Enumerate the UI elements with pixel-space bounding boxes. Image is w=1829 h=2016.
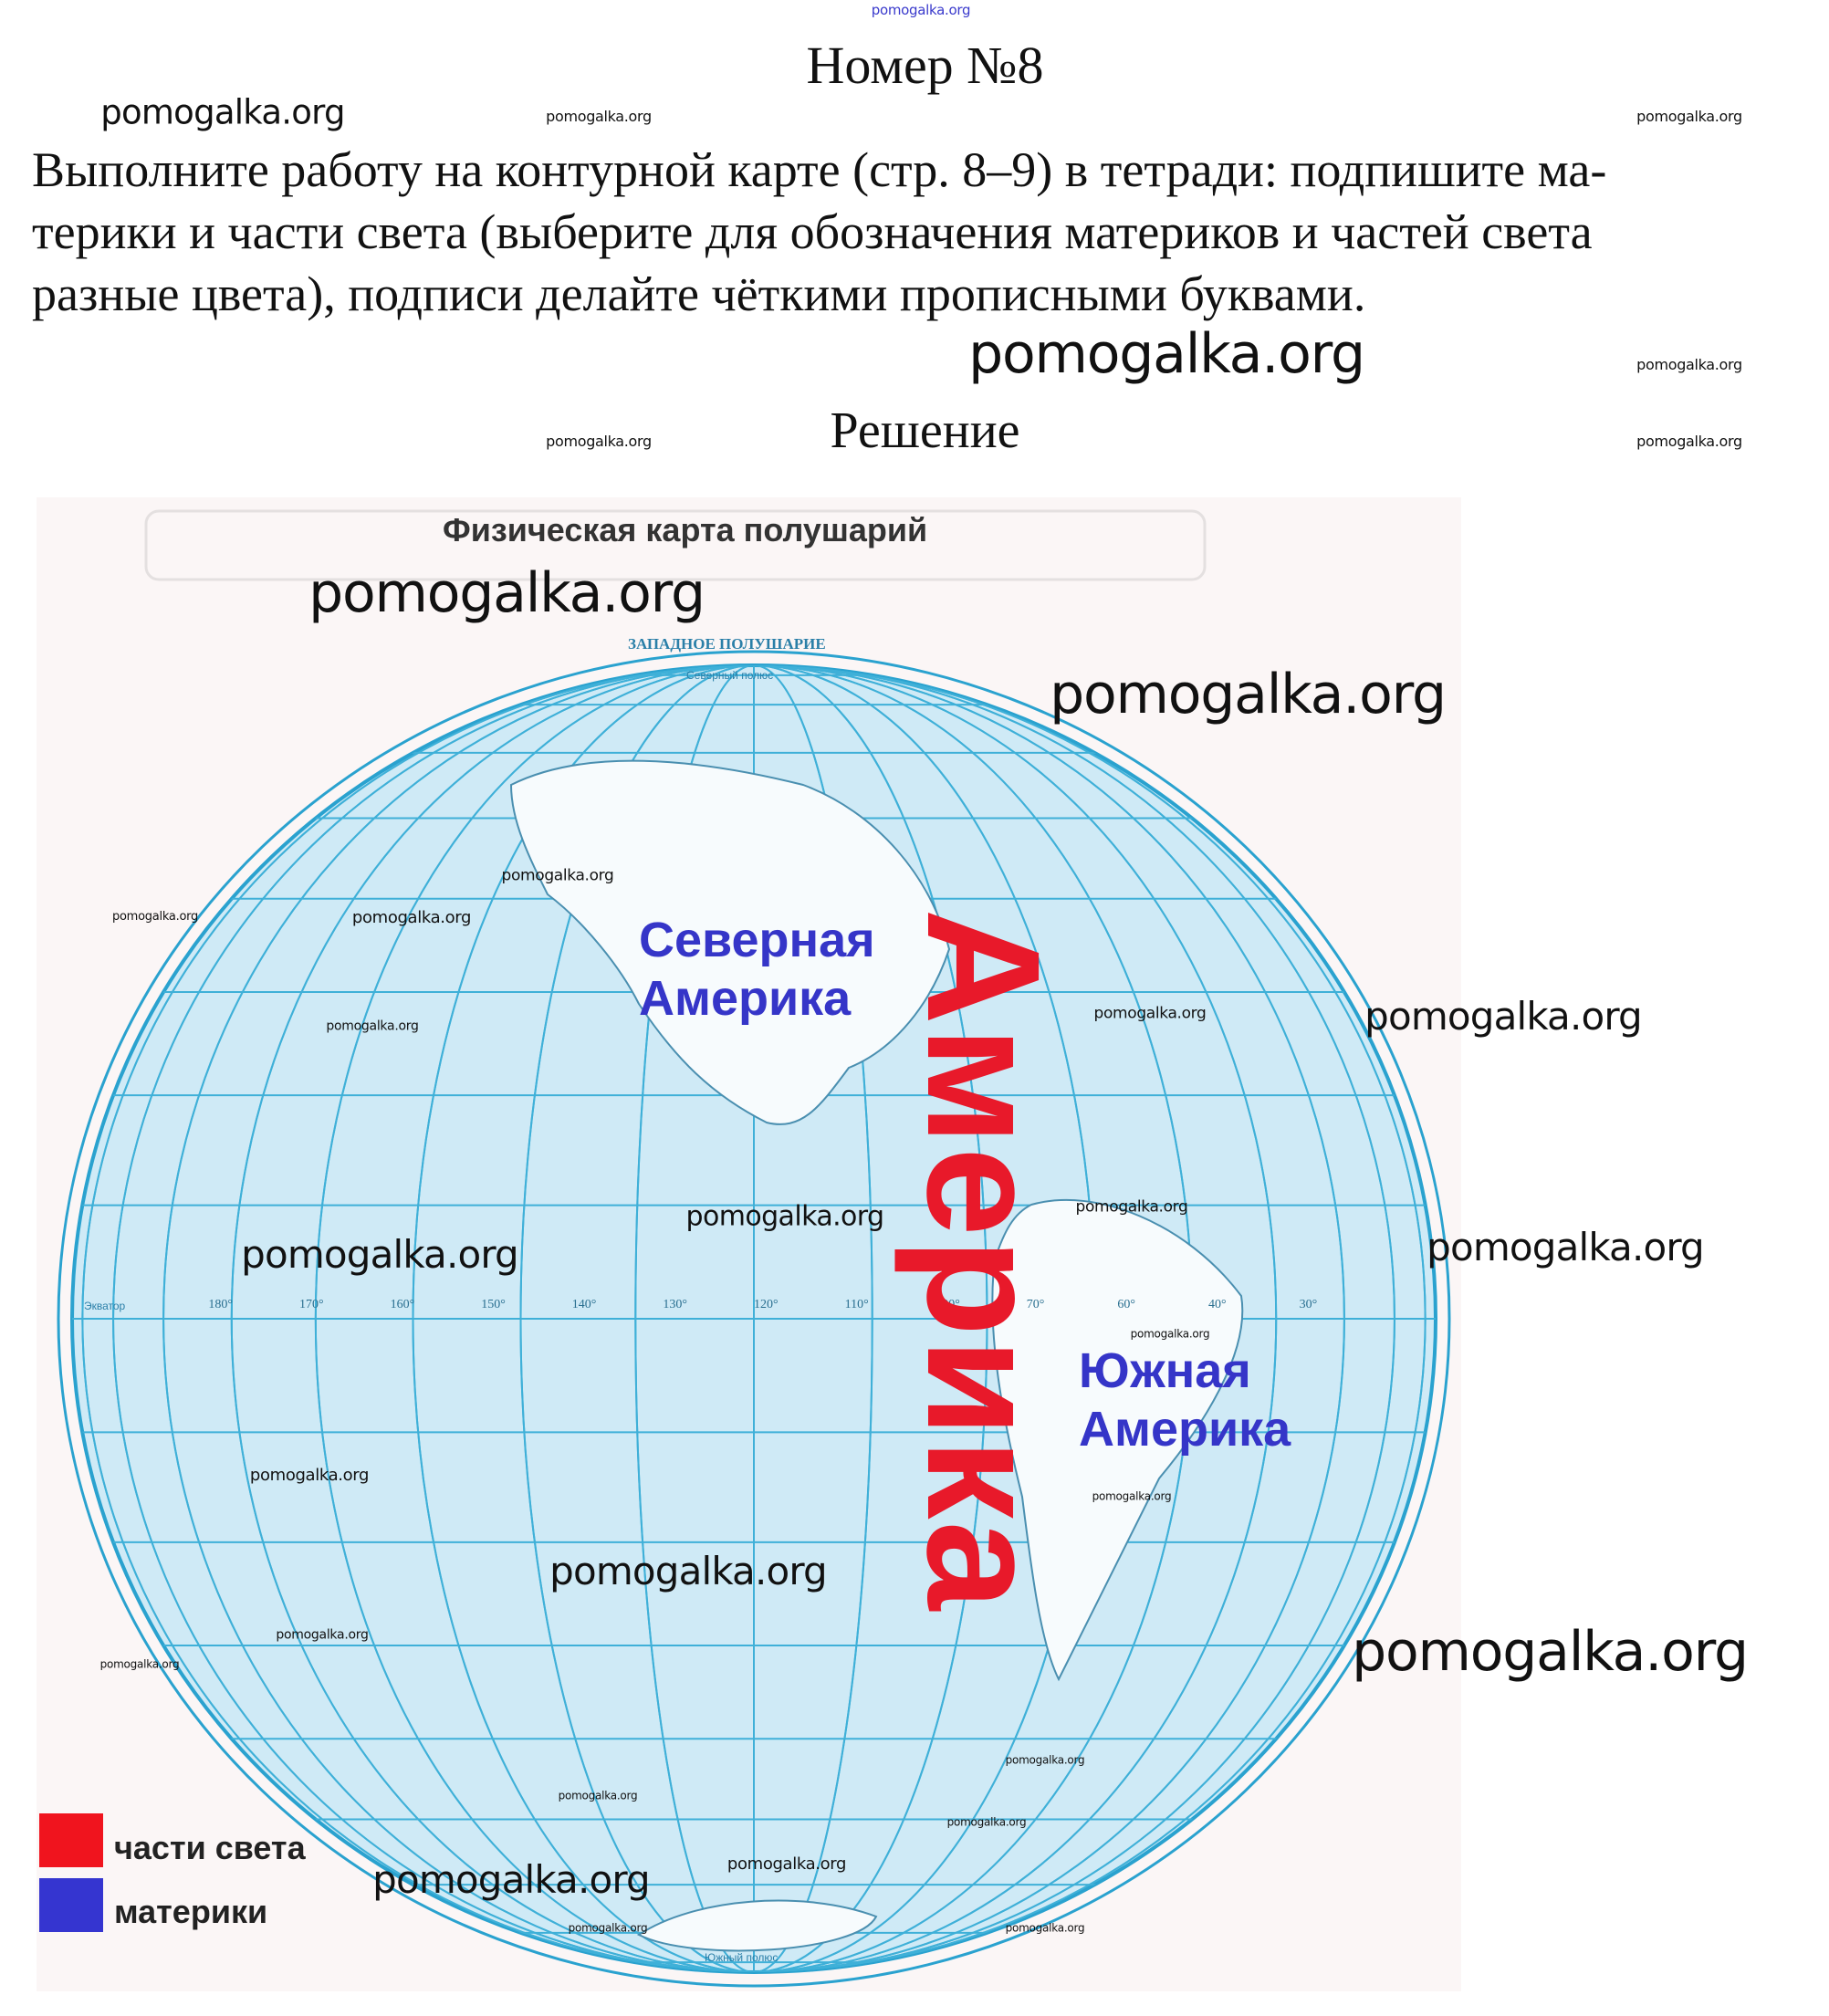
watermark[interactable]: pomogalka.org	[249, 1466, 370, 1486]
legend-swatch-blue	[39, 1878, 103, 1932]
watermark[interactable]: pomogalka.org	[1092, 1489, 1172, 1503]
solution-heading: Решение	[830, 402, 1020, 459]
watermark[interactable]: pomogalka.org	[568, 1921, 648, 1935]
watermark[interactable]: pomogalka.org	[726, 1854, 847, 1875]
watermark[interactable]: pomogalka.org	[1093, 1004, 1207, 1023]
watermark[interactable]: pomogalka.org	[1636, 356, 1742, 374]
watermark[interactable]: pomogalka.org	[326, 1018, 419, 1034]
longitude-label: 140°	[572, 1298, 597, 1311]
label-line: Северная	[639, 913, 875, 967]
task-line: разные цвета), подписи делайте чёткими п…	[32, 266, 1366, 321]
antarctica-shape	[637, 1899, 878, 1952]
legend-swatch-red	[39, 1813, 103, 1867]
faded-frame	[144, 509, 1207, 581]
watermark[interactable]: pomogalka.org	[99, 1657, 180, 1671]
watermark[interactable]: pomogalka.org	[1050, 663, 1447, 726]
longitude-label: 170°	[299, 1298, 324, 1311]
watermark[interactable]: pomogalka.org	[1005, 1921, 1085, 1935]
watermark[interactable]: pomogalka.org	[1075, 1197, 1188, 1217]
south-america-shape	[991, 1198, 1244, 1682]
watermark[interactable]: pomogalka.org	[308, 561, 705, 625]
label-america-part-of-world: Америка	[894, 908, 1072, 1613]
watermark[interactable]: pomogalka.org	[685, 1200, 885, 1233]
longitude-label: 70°	[1027, 1298, 1045, 1311]
map-title: Физическая карта полушарий	[443, 511, 928, 548]
task-line: Выполните работу на контурной карте (стр…	[32, 142, 1607, 197]
watermark[interactable]: pomogalka.org	[1130, 1327, 1210, 1341]
watermark[interactable]: pomogalka.org	[112, 909, 198, 924]
watermark[interactable]: pomogalka.org	[1005, 1753, 1085, 1767]
land-masses	[509, 759, 1244, 1952]
watermark[interactable]: pomogalka.org	[871, 1, 971, 18]
longitude-label: 180°	[208, 1298, 233, 1311]
label-line: Америка	[1079, 1402, 1291, 1457]
longitude-label: 150°	[481, 1298, 506, 1311]
label-line: Америка	[639, 971, 852, 1026]
longitude-label: 30°	[1300, 1298, 1318, 1311]
legend-label-parts: части света	[114, 1829, 306, 1866]
globe-outer-rim	[57, 650, 1451, 1988]
watermark[interactable]: pomogalka.org	[968, 322, 1365, 386]
watermark[interactable]: pomogalka.org	[1364, 993, 1643, 1039]
north-america-shape	[509, 759, 951, 1125]
legend-label-continents: материки	[114, 1893, 268, 1930]
south-pole-label: Южный полюс	[705, 1951, 779, 1964]
hemisphere-label: ЗАПАДНОЕ ПОЛУШАРИЕ	[628, 635, 826, 653]
longitude-label: 110°	[845, 1298, 869, 1311]
watermark[interactable]: pomogalka.org	[501, 866, 614, 885]
watermark[interactable]: pomogalka.org	[546, 433, 652, 451]
longitude-label: 130°	[663, 1298, 687, 1311]
watermark[interactable]: pomogalka.org	[372, 1856, 651, 1902]
longitude-label: 120°	[754, 1298, 779, 1311]
task-text: Выполните работу на контурной карте (стр…	[32, 139, 1812, 325]
longitude-label: 60°	[1117, 1298, 1135, 1311]
watermark[interactable]: pomogalka.org	[276, 1627, 369, 1643]
watermark[interactable]: pomogalka.org	[241, 1231, 519, 1277]
longitude-label: 100°	[935, 1298, 960, 1311]
watermark[interactable]: pomogalka.org	[558, 1789, 638, 1802]
longitude-label: 160°	[391, 1298, 415, 1311]
watermark[interactable]: pomogalka.org	[1427, 1224, 1705, 1269]
equator-label: Экватор	[84, 1300, 126, 1312]
watermark[interactable]: pomogalka.org	[549, 1548, 828, 1593]
longitude-label: 40°	[1208, 1298, 1227, 1311]
watermark[interactable]: pomogalka.org	[1636, 433, 1742, 451]
watermark[interactable]: pomogalka.org	[351, 908, 472, 928]
label-north-america: Северная Америка	[639, 911, 875, 1028]
page-title: Номер №8	[806, 36, 1044, 95]
north-pole-label: Северный полюс	[686, 669, 774, 682]
label-south-america: Южная Америка	[1079, 1342, 1291, 1458]
watermark[interactable]: pomogalka.org	[946, 1815, 1027, 1829]
task-line: терики и части света (выберите для обозн…	[32, 204, 1593, 259]
watermark[interactable]: pomogalka.org	[1636, 108, 1742, 126]
label-line: Южная	[1079, 1343, 1251, 1398]
watermark[interactable]: pomogalka.org	[100, 92, 345, 132]
watermark[interactable]: pomogalka.org	[546, 108, 652, 126]
watermark[interactable]: pomogalka.org	[1352, 1620, 1749, 1684]
